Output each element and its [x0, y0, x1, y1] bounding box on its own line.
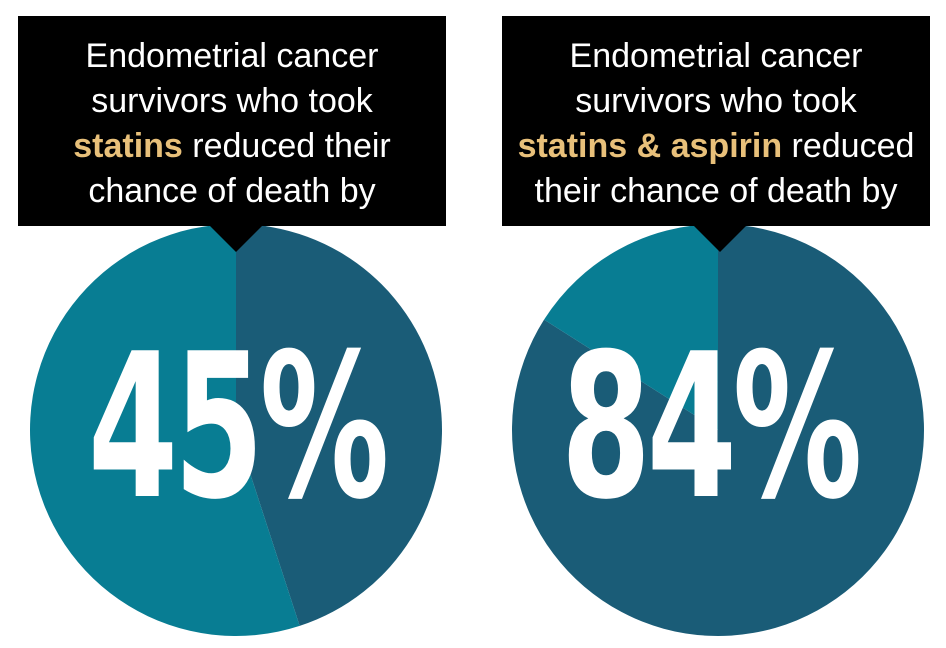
statins-aspirin-pie-chart [512, 224, 925, 636]
statins-callout: Endometrial cancer survivors who took st… [18, 16, 446, 226]
pie-slice-1 [544, 224, 718, 430]
statins-pie-slices [30, 224, 443, 636]
callout-highlight: statins & aspirin [517, 127, 783, 165]
callout-line: Endometrial cancer [569, 37, 863, 75]
pie-slice-0 [236, 224, 443, 626]
statins-pie-chart [30, 224, 443, 636]
callout-line: statins & aspirin reduced [502, 124, 930, 169]
statins-aspirin-percentage-label: 84% [560, 311, 862, 544]
callout-line: statins reduced their [18, 124, 446, 169]
callout-line: survivors who took [575, 82, 857, 120]
pie-slice-1 [30, 224, 300, 636]
statins-percentage-label: 45% [87, 311, 389, 544]
callout-line: Endometrial cancer [85, 37, 379, 75]
statins-aspirin-callout: Endometrial cancer survivors who took st… [502, 16, 930, 226]
statins-aspirin-pie-slices [512, 224, 925, 636]
callout-line: their chance of death by [534, 172, 898, 210]
callout-line-rest: reduced their [182, 127, 391, 165]
callout-line: survivors who took [91, 82, 373, 120]
statins-infographic: Endometrial cancer survivors who took st… [18, 16, 446, 636]
callout-line: chance of death by [88, 172, 376, 210]
callout-pointer [692, 224, 748, 252]
callout-highlight: statins [73, 127, 183, 165]
statins-aspirin-infographic: Endometrial cancer survivors who took st… [473, 0, 946, 648]
pie-slice-0 [512, 224, 925, 636]
callout-pointer [208, 224, 264, 252]
callout-line-rest: reduced [782, 127, 915, 165]
